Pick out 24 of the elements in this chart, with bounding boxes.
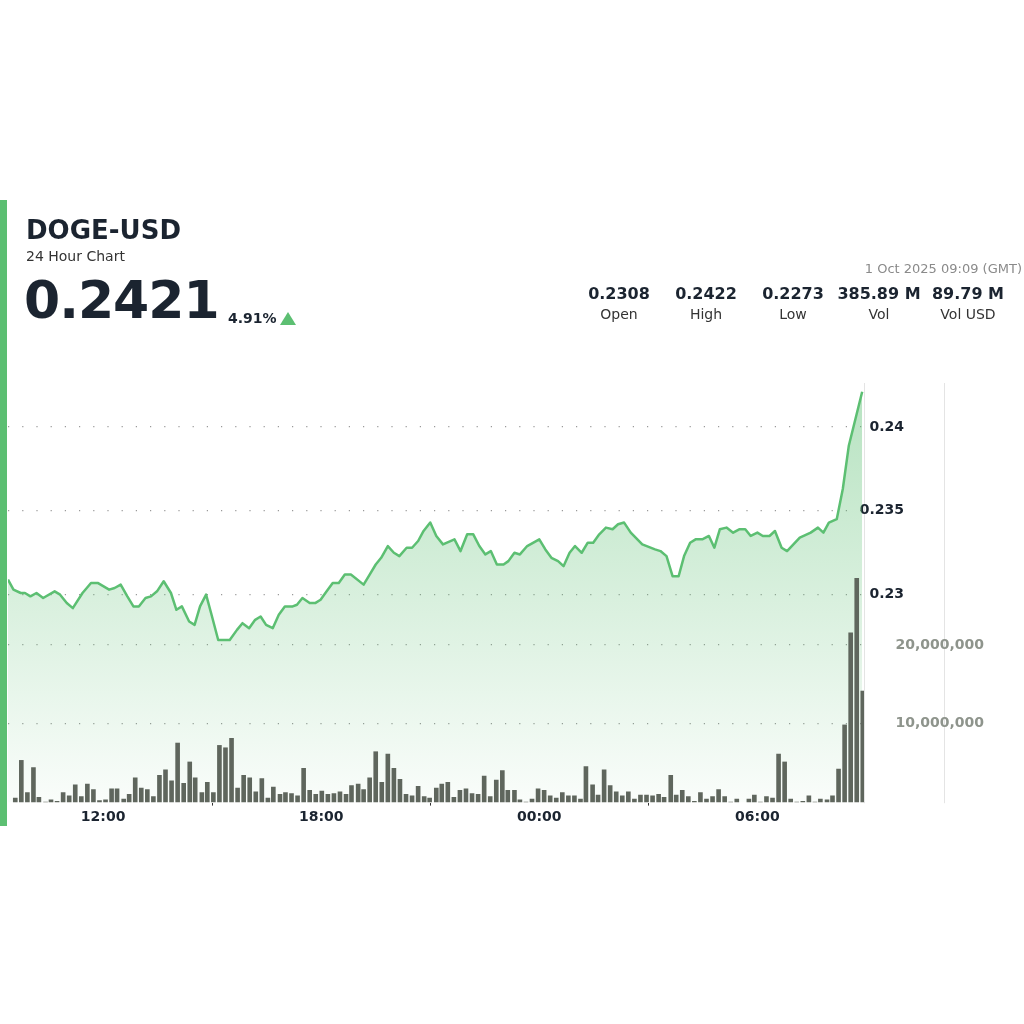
text: 4.91% [228,310,277,326]
x-tick-label: 00:00 [517,807,562,824]
text: Open [599,306,639,322]
text: 0.2421 [24,270,219,330]
text: 89.79 M [931,284,1005,303]
y-tick-label: 0.23 [869,585,904,602]
text: Vol [867,306,891,322]
text: 385.89 M [837,284,921,303]
chart-title: DOGE-USD [26,215,181,245]
y-tick-label: 0.235 [859,501,904,518]
text: Vol USD [939,306,997,322]
y-tick-label: 0.24 [869,417,905,434]
y2-tick-label: 10,000,000 [895,714,985,731]
text: Low [778,306,808,322]
x-tick-label: 18:00 [298,807,344,824]
text: 1 Oct 2025 09:09 (GMT) [864,261,1022,276]
text: 0.2308 [588,284,650,303]
text: 0.2422 [675,284,737,303]
x-tick-label: 06:00 [735,807,780,824]
chart-subtitle: 24 Hour Chart [26,248,125,264]
text: High [688,306,724,322]
x-tick-label: 12:00 [80,807,126,824]
y2-tick-label: 20,000,000 [895,635,985,652]
text: 0.2273 [762,284,824,303]
